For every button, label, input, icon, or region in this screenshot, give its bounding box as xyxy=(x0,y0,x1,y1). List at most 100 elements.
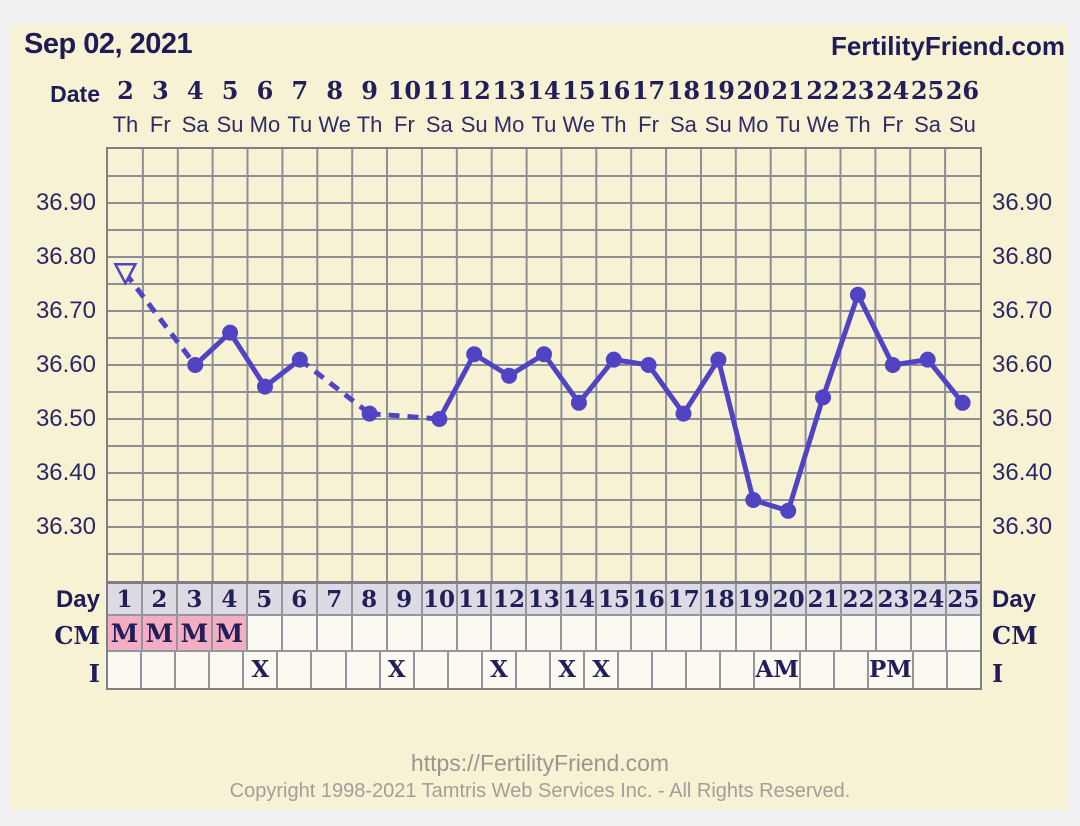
date-number-label: 24 xyxy=(875,76,910,105)
intercourse-cell xyxy=(834,652,869,688)
intercourse-cell xyxy=(210,652,245,688)
cm-cell: M xyxy=(212,616,248,652)
weekday-row: Th Fr Sa Su Mo Tu We Th Fr Sa Su Mo Tu We Th Fr Sa Su Mo Tu… xyxy=(108,110,980,140)
temp-point xyxy=(884,357,901,373)
date-number-label: 5 xyxy=(221,76,239,105)
intercourse-cell xyxy=(176,652,211,688)
day-cell[interactable]: 18 xyxy=(702,584,738,616)
date-number-label: 25 xyxy=(910,76,945,105)
cm-cell xyxy=(317,616,353,652)
cm-cell: M xyxy=(142,616,178,652)
date-number-label: 17 xyxy=(631,76,666,105)
temp-point xyxy=(710,351,727,368)
day-cell[interactable]: 20 xyxy=(772,584,808,616)
date-number-label: 6 xyxy=(256,76,274,105)
cm-cell xyxy=(667,616,703,652)
y-axis-tick-left: 36.70 xyxy=(35,297,96,324)
intercourse-cell: X xyxy=(380,652,415,688)
date-number-label: 26 xyxy=(945,76,980,105)
date-number-label: 21 xyxy=(771,76,805,105)
day-cell[interactable]: 22 xyxy=(842,584,877,616)
intercourse-cell xyxy=(346,652,381,688)
date-number-label: 15 xyxy=(562,76,596,105)
day-cell[interactable]: 14 xyxy=(562,584,598,616)
intercourse-cell xyxy=(800,652,835,688)
cm-cell xyxy=(911,616,947,652)
cm-cell: M xyxy=(108,616,143,652)
day-cell[interactable]: 4 xyxy=(212,584,248,616)
intercourse-cell xyxy=(414,652,449,688)
weekday-label: Su xyxy=(216,112,244,137)
day-cell[interactable]: 17 xyxy=(667,584,703,616)
brand-logo-link[interactable]: FertilityFriend.com xyxy=(830,31,1065,61)
y-axis-tick-right: 36.90 xyxy=(992,189,1053,216)
day-cell[interactable]: 24 xyxy=(911,584,947,616)
intercourse-cell xyxy=(142,652,177,688)
temp-point xyxy=(849,286,866,303)
intercourse-cell: X xyxy=(551,652,586,688)
bbt-chart-svg xyxy=(108,149,980,581)
footer-copyright: Copyright 1998-2021 Tamtris Web Services… xyxy=(229,780,851,802)
day-cell[interactable]: 3 xyxy=(177,584,213,616)
intercourse-cell xyxy=(516,652,552,688)
day-cell[interactable]: 7 xyxy=(317,584,353,616)
temp-point xyxy=(675,405,692,422)
weekday-label: Fr xyxy=(394,112,415,137)
day-cell[interactable]: 6 xyxy=(282,584,318,616)
weekday-label: Sa xyxy=(914,112,942,137)
intercourse-cell xyxy=(721,652,756,688)
intercourse-cell xyxy=(913,652,948,688)
day-cell[interactable]: 11 xyxy=(457,584,493,616)
day-cell[interactable]: 10 xyxy=(422,584,458,616)
footer-url-link[interactable]: https://FertilityFriend.com xyxy=(410,750,670,776)
y-axis-tick-left: 36.30 xyxy=(35,513,96,540)
day-cell[interactable]: 9 xyxy=(387,584,423,616)
day-cell[interactable]: 12 xyxy=(492,584,528,616)
weekday-label: Su xyxy=(460,112,488,137)
cm-cell xyxy=(562,616,598,652)
cm-cell: M xyxy=(177,616,213,652)
cm-cell xyxy=(597,616,633,652)
day-cell[interactable]: 13 xyxy=(527,584,563,616)
day-data-table: 1 2 3 4 5 6 7 8 9 10 11 12 13 14 15 16 17 18 19 20 21 22 23 24 2… xyxy=(106,582,982,690)
day-cell[interactable]: 23 xyxy=(876,584,912,616)
date-number-label: 10 xyxy=(387,76,422,105)
day-cell[interactable]: 5 xyxy=(247,584,283,616)
intercourse-cell xyxy=(653,652,688,688)
day-cell[interactable]: 2 xyxy=(142,584,178,616)
cm-row-label-right: CM xyxy=(992,621,1038,650)
y-axis-tick-right: 36.60 xyxy=(992,351,1053,378)
weekday-label: We xyxy=(318,112,351,137)
date-number-label: 9 xyxy=(361,76,378,105)
weekday-label: Sa xyxy=(181,112,209,137)
date-number-label: 22 xyxy=(806,76,840,105)
cm-cell xyxy=(807,616,843,652)
day-cell[interactable]: 21 xyxy=(807,584,843,616)
temp-point xyxy=(570,394,587,411)
day-cell[interactable]: 19 xyxy=(737,584,773,616)
day-cell[interactable]: 16 xyxy=(632,584,668,616)
day-cell[interactable]: 1 xyxy=(108,584,143,616)
weekday-label: Mo xyxy=(493,112,525,137)
cm-cell xyxy=(352,616,388,652)
intercourse-cell xyxy=(687,652,722,688)
temp-point xyxy=(501,367,518,384)
date-number-label: 14 xyxy=(527,76,561,105)
intercourse-cell xyxy=(108,652,143,688)
bbt-chart xyxy=(106,147,982,583)
temp-point xyxy=(187,357,204,373)
weekday-label: Su xyxy=(948,112,976,137)
date-number-label: 11 xyxy=(422,76,457,105)
date-number-label: 3 xyxy=(151,76,169,105)
date-number-label: 4 xyxy=(186,76,204,105)
cm-cell xyxy=(772,616,808,652)
date-numbers-row: 2 3 4 5 6 7 8 9 10 11 12 13 14 15 16 17 18 19 20 21 22 23 24 25… xyxy=(108,74,980,108)
day-cell[interactable]: 25 xyxy=(946,584,980,616)
cm-cell xyxy=(422,616,458,652)
day-cell[interactable]: 15 xyxy=(597,584,633,616)
weekday-label: Th xyxy=(844,112,871,137)
temp-point-open-triangle xyxy=(113,262,138,286)
y-axis-tick-left: 36.50 xyxy=(35,405,96,432)
day-cell[interactable]: 8 xyxy=(352,584,388,616)
